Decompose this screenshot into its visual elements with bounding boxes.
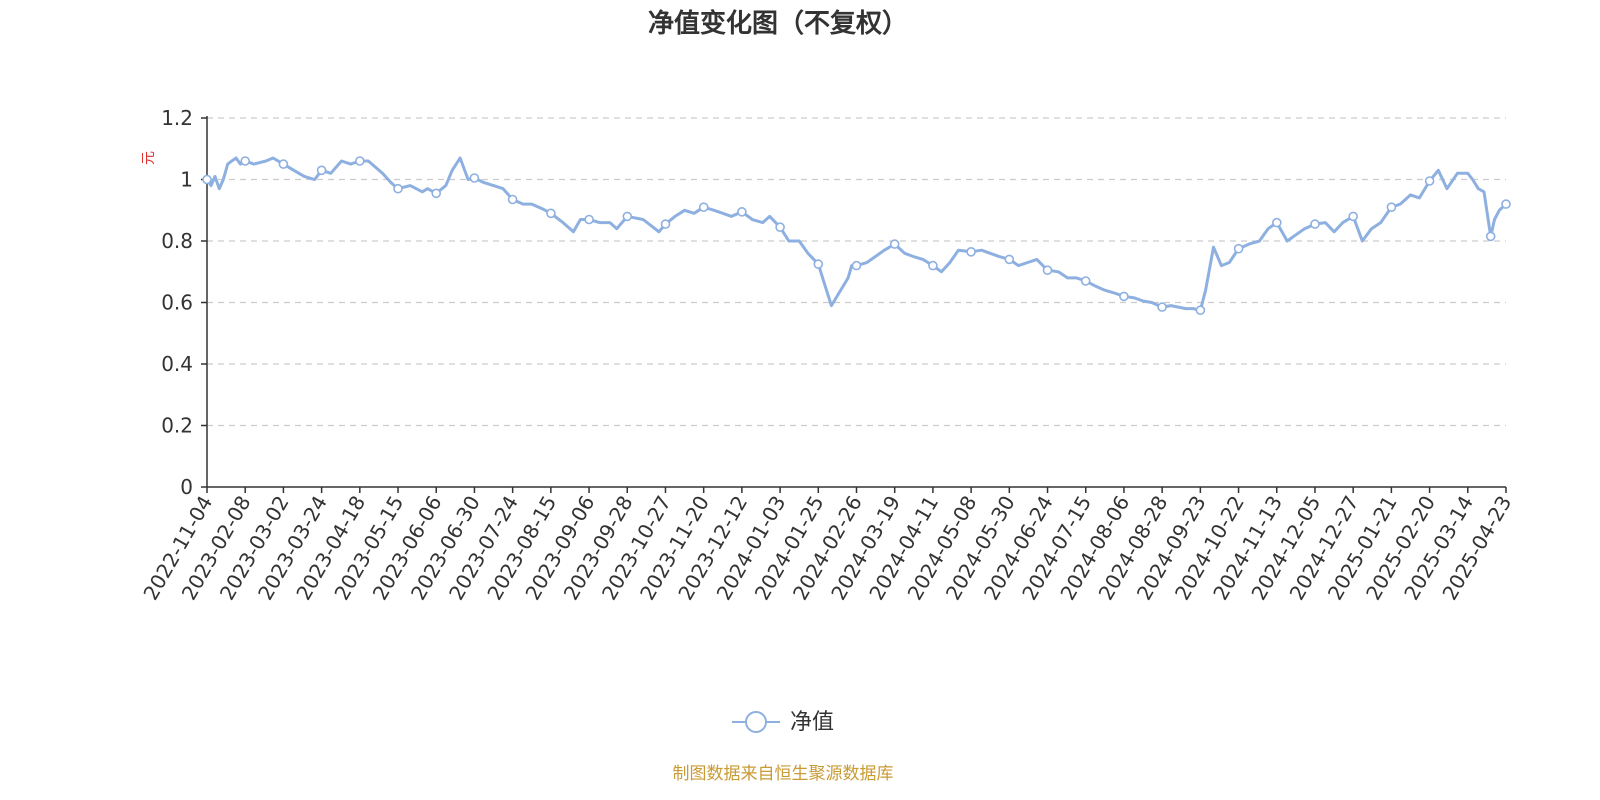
y-tick-label: 0 bbox=[180, 475, 193, 499]
y-tick-label: 1.2 bbox=[161, 106, 193, 130]
data-point bbox=[1080, 276, 1091, 286]
data-point bbox=[469, 173, 480, 183]
legend[interactable]: 净值 bbox=[732, 710, 834, 735]
gridlines bbox=[207, 117, 1506, 427]
data-point bbox=[507, 194, 518, 205]
y-tick-label: 0.4 bbox=[161, 352, 193, 376]
y-tick-label: 0.2 bbox=[161, 414, 193, 438]
data-point bbox=[1195, 305, 1206, 316]
data-point bbox=[1424, 176, 1435, 186]
data-point bbox=[1004, 254, 1015, 265]
data-point bbox=[278, 159, 289, 169]
data-point bbox=[622, 211, 633, 222]
chart-title: 净值变化图（不复权） bbox=[648, 8, 908, 39]
series-nav bbox=[202, 156, 1511, 316]
data-point bbox=[354, 156, 365, 166]
series-line-nav bbox=[205, 156, 1508, 312]
data-point bbox=[1310, 219, 1320, 229]
data-point bbox=[1501, 199, 1511, 209]
data-point bbox=[546, 208, 556, 219]
data-point bbox=[1119, 291, 1129, 302]
data-point bbox=[202, 174, 212, 185]
data-point bbox=[1485, 231, 1496, 242]
data-point bbox=[660, 219, 671, 229]
data-point bbox=[775, 222, 785, 232]
data-point bbox=[1386, 202, 1397, 212]
y-tick-labels: 0 0.2 0.4 0.6 0.8 1 1.2 bbox=[161, 106, 207, 499]
data-point bbox=[1272, 217, 1282, 228]
data-point bbox=[1348, 211, 1358, 222]
data-point bbox=[393, 183, 403, 194]
data-point bbox=[698, 202, 709, 212]
y-tick-label: 0.6 bbox=[161, 291, 193, 315]
y-axis-unit-label: 元 bbox=[141, 151, 157, 165]
data-point bbox=[889, 239, 900, 249]
data-point bbox=[1157, 302, 1167, 312]
data-point bbox=[813, 259, 824, 269]
legend-label: 净值 bbox=[790, 710, 834, 735]
axes bbox=[206, 116, 1506, 488]
data-point bbox=[851, 260, 862, 271]
data-point bbox=[737, 207, 747, 217]
data-point bbox=[240, 156, 250, 166]
data-point bbox=[316, 165, 327, 176]
data-point bbox=[928, 260, 938, 271]
data-source-note: 制图数据来自恒生聚源数据库 bbox=[673, 764, 894, 784]
legend-circle-icon bbox=[745, 711, 767, 733]
data-point bbox=[584, 214, 594, 225]
data-point bbox=[1042, 265, 1053, 276]
data-point bbox=[966, 247, 976, 257]
y-tick-label: 1 bbox=[180, 168, 193, 192]
data-point bbox=[431, 188, 442, 199]
data-point bbox=[1233, 243, 1244, 254]
y-tick-label: 0.8 bbox=[161, 229, 193, 253]
x-tick-labels: 2022-11-042023-02-082023-03-022023-03-24… bbox=[138, 487, 1516, 604]
